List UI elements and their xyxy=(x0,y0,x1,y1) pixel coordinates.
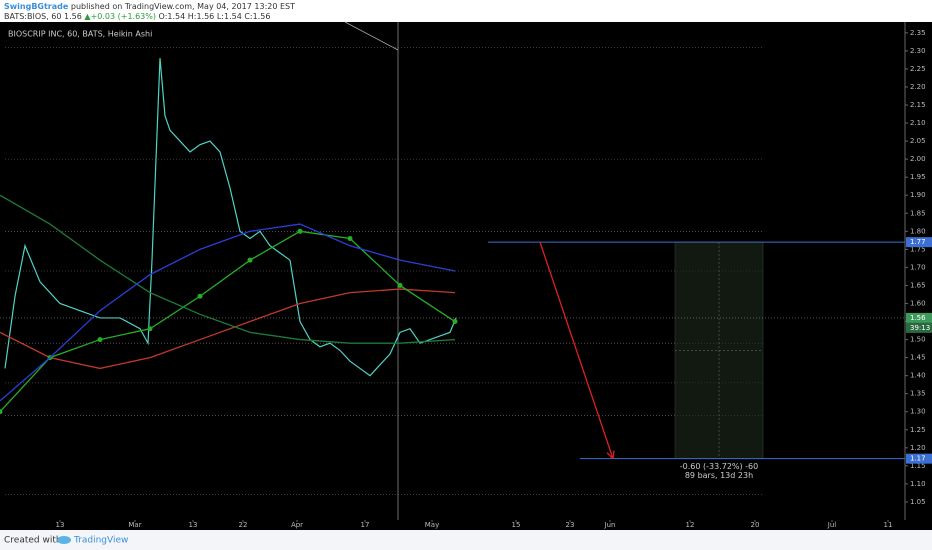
series-line xyxy=(0,223,456,402)
header-line: SwingBGtrade published on TradingView.co… xyxy=(4,2,295,11)
x-tick-label: 17 xyxy=(361,521,370,529)
y-tick-label: 1.40 xyxy=(910,372,926,380)
logo xyxy=(57,536,71,544)
author[interactable]: SwingBGtrade xyxy=(4,2,69,11)
series-dot xyxy=(297,228,303,234)
y-tick-label: 1.10 xyxy=(910,480,926,488)
x-tick-label: 12 xyxy=(686,521,695,529)
price-label: 1.77 xyxy=(910,238,926,246)
countdown: 39:13 xyxy=(910,324,930,332)
y-tick-label: 2.00 xyxy=(910,155,926,163)
y-tick-label: 1.65 xyxy=(910,281,926,289)
change: +0.03 (+1.63%) xyxy=(91,12,156,21)
y-tick-label: 2.25 xyxy=(910,65,926,73)
y-tick-label: 1.50 xyxy=(910,336,926,344)
y-tick-label: 1.70 xyxy=(910,263,926,271)
y-tick-label: 1.45 xyxy=(910,354,926,362)
last: 1.56 xyxy=(64,12,82,21)
symbol: BATS:BIOS, 60 xyxy=(4,12,62,21)
y-tick-label: 1.25 xyxy=(910,426,926,434)
y-tick-label: 1.85 xyxy=(910,209,926,217)
y-tick-label: 1.80 xyxy=(910,227,926,235)
footer-created: Created with xyxy=(4,536,62,546)
y-tick-label: 2.35 xyxy=(910,29,926,37)
y-tick-label: 2.05 xyxy=(910,137,926,145)
countdown-bg xyxy=(906,322,932,333)
x-tick-label: 20 xyxy=(751,521,760,529)
measure-span: 89 bars, 13d 23h xyxy=(685,471,753,480)
y-tick-label: 1.90 xyxy=(910,191,926,199)
y-tick-label: 1.20 xyxy=(910,444,926,452)
series-dot xyxy=(397,282,403,288)
x-tick-label: 13 xyxy=(56,521,65,529)
trend-line xyxy=(344,21,399,51)
x-tick-label: May xyxy=(425,521,439,529)
series-dot xyxy=(347,236,353,242)
y-tick-label: 2.20 xyxy=(910,83,926,91)
header-bg xyxy=(0,0,932,22)
arrow-head xyxy=(606,450,615,460)
y-tick-label: 1.75 xyxy=(910,245,926,253)
x-tick-label: Mar xyxy=(128,521,141,529)
x-tick-label: Apr xyxy=(291,521,303,529)
x-tick-label: 13 xyxy=(189,521,198,529)
x-tick-label: 22 xyxy=(239,521,248,529)
chart-title: BIOSCRIP INC, 60, BATS, Heikin Ashi xyxy=(8,30,152,39)
series-line xyxy=(0,194,456,344)
y-tick-label: 1.30 xyxy=(910,408,926,416)
last-price-label: 1.56 xyxy=(910,314,926,322)
series-dot xyxy=(0,409,3,415)
x-tick-label: Jun xyxy=(604,521,616,529)
price-label-bg xyxy=(906,453,932,464)
y-tick-label: 2.30 xyxy=(910,47,926,55)
y-tick-label: 1.35 xyxy=(910,390,926,398)
series-line xyxy=(0,230,456,413)
price-label: 1.17 xyxy=(910,455,926,463)
arrow-line xyxy=(539,241,614,459)
series-dot xyxy=(197,293,203,299)
x-tick-label: 11 xyxy=(884,521,893,529)
plot-bg xyxy=(0,22,932,530)
high: H:1.56 xyxy=(188,12,215,21)
x-tick-label: 23 xyxy=(566,521,575,529)
footer-brand[interactable]: TradingView xyxy=(73,536,128,546)
series-dot xyxy=(147,326,153,332)
series-dot xyxy=(247,257,253,263)
last-price-bg xyxy=(906,312,932,323)
measure-change: -0.60 (-33.72%) -60 xyxy=(680,462,758,471)
price-label-bg xyxy=(906,237,932,248)
y-tick-label: 2.15 xyxy=(910,101,926,109)
y-tick-label: 2.10 xyxy=(910,119,926,127)
x-tick-label: 15 xyxy=(512,521,521,529)
y-tick-label: 1.15 xyxy=(910,462,926,470)
y-tick-label: 1.60 xyxy=(910,299,926,307)
close: C:1.56 xyxy=(244,12,270,21)
x-tick-label: Jul xyxy=(827,521,837,529)
published: published on TradingView.com, May 04, 20… xyxy=(71,2,295,11)
low: L:1.54 xyxy=(217,12,242,21)
footer-bg xyxy=(0,530,932,550)
quote-line: BATS:BIOS, 60 1.56 ▲+0.03 (+1.63%) O:1.5… xyxy=(4,12,270,21)
open: O:1.54 xyxy=(159,12,186,21)
y-tick-label: 1.05 xyxy=(910,498,926,506)
y-tick-label: 1.95 xyxy=(910,173,926,181)
plot: 1.05 1.10 1.15 1.20 1.25 1.30 1.35 1.40 1.45 1.50… xyxy=(0,29,932,529)
arrow: ▲ xyxy=(84,12,91,21)
series-dot xyxy=(97,337,103,343)
series-line xyxy=(0,288,456,370)
series-dot xyxy=(452,319,458,325)
